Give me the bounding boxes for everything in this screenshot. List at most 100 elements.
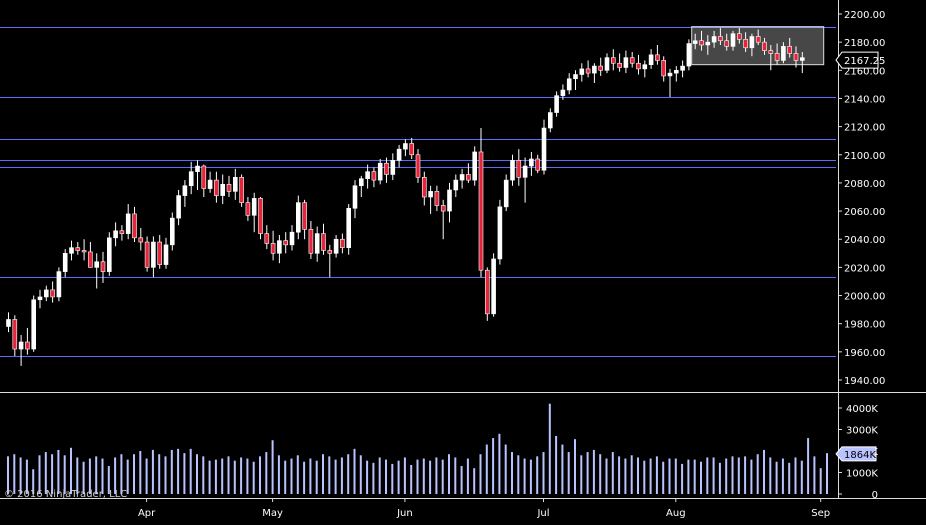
candle[interactable] [333,235,339,258]
candle[interactable] [308,220,314,259]
volume-bar[interactable] [145,458,148,494]
candle[interactable] [554,91,559,117]
volume-bar[interactable] [681,463,684,494]
candle[interactable] [239,174,244,207]
candle[interactable] [459,168,465,189]
candle[interactable] [358,175,364,197]
volume-bar[interactable] [523,458,526,494]
volume-bar[interactable] [19,457,22,494]
candle[interactable] [673,66,679,82]
volume-bar[interactable] [322,454,324,494]
volume-bar[interactable] [133,454,135,494]
candle[interactable] [585,60,591,78]
candle[interactable] [629,52,635,68]
candle[interactable] [762,37,767,55]
volume-bar[interactable] [82,461,85,494]
candle[interactable] [289,225,295,251]
volume-bar[interactable] [328,456,331,494]
candle[interactable] [31,295,37,352]
volume-bar[interactable] [353,448,356,494]
candle[interactable] [157,235,162,269]
candle[interactable] [220,174,225,205]
candle[interactable] [541,119,547,175]
volume-bar[interactable] [290,458,293,494]
candle[interactable] [453,174,459,197]
volume-bar[interactable] [309,458,312,494]
volume-bar[interactable] [416,459,419,494]
candle[interactable] [692,33,698,50]
candle[interactable] [736,28,742,44]
candle[interactable] [113,222,118,247]
candle[interactable] [176,189,181,226]
volume-bar[interactable] [498,433,501,494]
volume-bar[interactable] [303,461,306,494]
volume-bar[interactable] [561,444,564,494]
candle[interactable] [774,43,780,65]
candle[interactable] [592,63,597,83]
volume-bar[interactable] [227,456,230,494]
candle[interactable] [421,171,427,206]
volume-bar[interactable] [246,458,249,494]
volume-bar[interactable] [252,461,255,494]
candle[interactable] [617,53,622,72]
volume-bar[interactable] [76,457,79,494]
candle[interactable] [365,164,370,189]
volume-bar[interactable] [183,453,186,494]
volume-bar[interactable] [366,460,369,494]
candle[interactable] [743,32,748,53]
volume-bar[interactable] [750,459,753,494]
volume-bar[interactable] [580,455,583,494]
volume-bar[interactable] [725,458,728,494]
volume-bar[interactable] [473,468,476,494]
candle[interactable] [755,29,761,45]
candle[interactable] [793,46,799,68]
volume-bar[interactable] [643,460,646,494]
candle[interactable] [107,232,112,276]
volume-bar[interactable] [208,460,211,494]
candle[interactable] [390,153,396,181]
volume-bar[interactable] [202,456,205,494]
volume-bar[interactable] [744,456,747,494]
volume-bar[interactable] [410,464,413,494]
candle[interactable] [466,163,471,183]
candle[interactable] [270,230,276,261]
candle[interactable] [384,157,389,183]
candle[interactable] [787,37,793,58]
volume-bar[interactable] [454,457,457,494]
volume-bar[interactable] [492,438,495,494]
volume-bar[interactable] [372,462,375,494]
volume-bar[interactable] [296,455,299,494]
volume-bar[interactable] [813,456,816,494]
volume-bar[interactable] [637,457,639,494]
volume-bar[interactable] [548,403,551,494]
volume-bar[interactable] [120,454,123,494]
candle[interactable] [440,199,446,240]
candle[interactable] [648,49,654,69]
candle[interactable] [409,137,415,159]
volume-bar[interactable] [668,458,671,494]
candle[interactable] [522,157,528,203]
volume-bar[interactable] [466,458,469,494]
volume-bar[interactable] [44,452,47,494]
candle[interactable] [686,39,692,71]
candle[interactable] [636,54,641,75]
volume-bar[interactable] [13,454,16,494]
candle[interactable] [132,206,137,243]
candle[interactable] [781,42,786,64]
volume-bar[interactable] [378,457,381,494]
volume-bar[interactable] [504,444,507,494]
volume-bar[interactable] [794,457,797,494]
price-panel[interactable]: 2200.00 2180.00 2160.00 2140.00 2120.00 2100.… [0,0,926,498]
volume-bar[interactable] [781,458,784,494]
candle[interactable] [264,225,270,250]
volume-bar[interactable] [712,457,715,494]
volume-bar[interactable] [630,455,633,494]
candle[interactable] [201,164,207,197]
candle[interactable] [352,180,358,219]
candle[interactable] [434,185,440,212]
volume-bar[interactable] [265,452,268,494]
volume-bar[interactable] [718,462,721,494]
candle[interactable] [610,49,616,71]
volume-bar[interactable] [38,455,41,494]
candle[interactable] [81,239,87,261]
